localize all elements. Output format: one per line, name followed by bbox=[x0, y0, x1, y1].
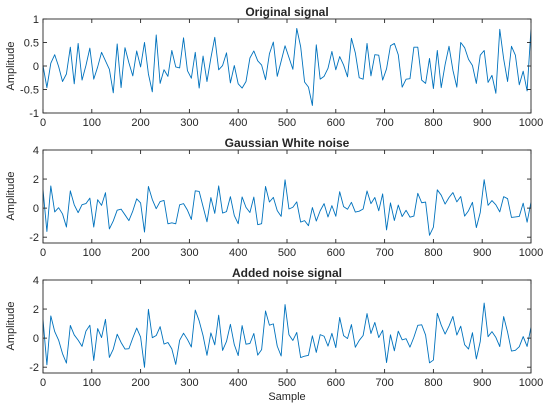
original-signal-y-tick-label: 0.5 bbox=[24, 38, 39, 50]
added-noise-x-tick-label: 800 bbox=[424, 377, 442, 389]
white-noise-x-tick-label: 1000 bbox=[519, 247, 543, 259]
original-signal-x-tick-label: 500 bbox=[278, 117, 296, 129]
added-noise-x-tick-label: 400 bbox=[229, 377, 247, 389]
white-noise-y-tick-label: 0 bbox=[33, 203, 39, 215]
white-noise-x-tick-label: 400 bbox=[229, 247, 247, 259]
added-noise-title: Added noise signal bbox=[232, 266, 342, 280]
original-signal-x-tick-label: 300 bbox=[180, 117, 198, 129]
original-signal-y-tick-label: 1 bbox=[33, 14, 39, 26]
added-noise-x-tick-label: 100 bbox=[83, 377, 101, 389]
x-axis-label: Sample bbox=[268, 391, 305, 403]
white-noise-x-tick-label: 0 bbox=[40, 247, 46, 259]
added-noise-x-tick-label: 900 bbox=[473, 377, 491, 389]
white-noise-y-tick-label: 2 bbox=[33, 174, 39, 186]
added-noise-y-tick-label: 0 bbox=[33, 333, 39, 345]
white-noise-x-tick-label: 100 bbox=[83, 247, 101, 259]
original-signal-x-tick-label: 1000 bbox=[519, 117, 543, 129]
added-noise-x-tick-label: 700 bbox=[375, 377, 393, 389]
original-signal-x-tick-label: 400 bbox=[229, 117, 247, 129]
white-noise-title: Gaussian White noise bbox=[225, 136, 350, 150]
white-noise-x-tick-label: 900 bbox=[473, 247, 491, 259]
added-noise-y-tick-label: 2 bbox=[33, 304, 39, 316]
added-noise-panel: Added noise signal Amplitude Sample 0 100… bbox=[5, 266, 543, 403]
original-signal-x-tick-label: 900 bbox=[473, 117, 491, 129]
original-signal-x-tick-label: 0 bbox=[40, 117, 46, 129]
original-signal-panel: Original signal Amplitude 0 100 200 300 400 5… bbox=[5, 5, 543, 129]
added-noise-x-tick-label: 0 bbox=[40, 377, 46, 389]
white-noise-x-tick-label: 700 bbox=[375, 247, 393, 259]
original-signal-x-tick-label: 100 bbox=[83, 117, 101, 129]
added-noise-x-tick-label: 600 bbox=[327, 377, 345, 389]
original-signal-axes-frame bbox=[42, 18, 532, 114]
added-noise-x-tick-label: 1000 bbox=[519, 377, 543, 389]
added-noise-x-tick-label: 200 bbox=[131, 377, 149, 389]
added-noise-x-tick-label: 300 bbox=[180, 377, 198, 389]
added-noise-x-tick-label: 500 bbox=[278, 377, 296, 389]
white-noise-series-line bbox=[43, 179, 531, 236]
added-noise-y-tick-label: -2 bbox=[29, 362, 39, 374]
added-noise-y-tick-label: 4 bbox=[33, 275, 39, 287]
original-signal-x-tick-label: 800 bbox=[424, 117, 442, 129]
white-noise-x-tick-label: 500 bbox=[278, 247, 296, 259]
original-signal-y-tick-label: -1 bbox=[29, 108, 39, 120]
original-signal-x-tick-label: 600 bbox=[327, 117, 345, 129]
white-noise-x-tick-label: 800 bbox=[424, 247, 442, 259]
white-noise-x-tick-label: 300 bbox=[180, 247, 198, 259]
white-noise-x-tick-label: 200 bbox=[131, 247, 149, 259]
white-noise-y-tick-label: 4 bbox=[33, 145, 39, 157]
original-signal-title: Original signal bbox=[245, 5, 328, 19]
white-noise-x-tick-label: 600 bbox=[327, 247, 345, 259]
original-signal-ylabel: Amplitude bbox=[5, 42, 17, 91]
white-noise-ylabel: Amplitude bbox=[5, 172, 17, 221]
added-noise-axes-frame bbox=[42, 279, 532, 374]
added-noise-ylabel: Amplitude bbox=[5, 302, 17, 351]
original-signal-y-tick-label: -0.5 bbox=[20, 85, 39, 97]
added-noise-series-line bbox=[43, 302, 531, 368]
original-signal-x-tick-label: 200 bbox=[131, 117, 149, 129]
original-signal-y-tick-label: 0 bbox=[33, 61, 39, 73]
white-noise-panel: Gaussian White noise Amplitude 0 100 200 30… bbox=[5, 136, 543, 259]
original-signal-x-tick-label: 700 bbox=[375, 117, 393, 129]
white-noise-y-tick-label: -2 bbox=[29, 232, 39, 244]
original-signal-series-line bbox=[43, 27, 531, 106]
